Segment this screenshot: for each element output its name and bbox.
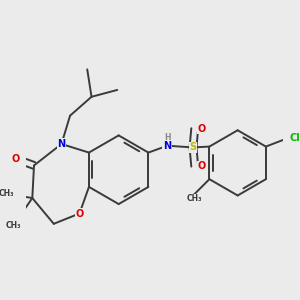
Text: O: O xyxy=(197,161,206,171)
Text: Cl: Cl xyxy=(290,133,300,143)
Text: N: N xyxy=(57,139,65,149)
Text: CH₃: CH₃ xyxy=(0,189,14,198)
Text: O: O xyxy=(75,208,84,218)
Text: CH₃: CH₃ xyxy=(6,221,21,230)
Text: S: S xyxy=(190,142,196,152)
Text: H: H xyxy=(164,133,170,142)
Text: N: N xyxy=(163,141,171,151)
Text: O: O xyxy=(197,124,206,134)
Text: O: O xyxy=(11,154,19,164)
Text: CH₃: CH₃ xyxy=(186,194,202,203)
